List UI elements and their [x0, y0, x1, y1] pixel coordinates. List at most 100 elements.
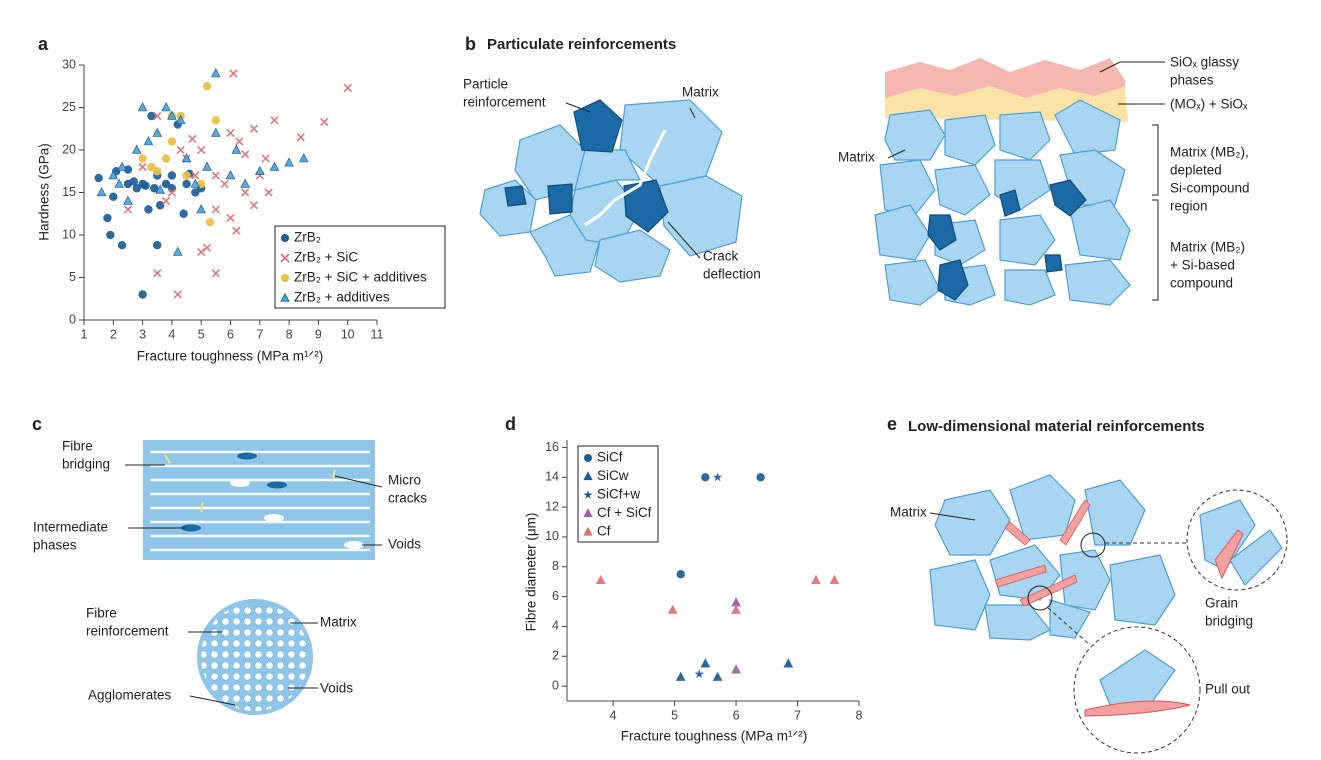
- point: [123, 195, 133, 205]
- callout: reinforcement: [463, 95, 546, 110]
- point: [123, 205, 133, 214]
- oxidation-diagram: [874, 58, 1165, 306]
- point: [284, 157, 294, 167]
- point: [141, 181, 150, 190]
- y-axis-title: Fibre diameter (μm): [524, 513, 539, 632]
- legend-marker: [583, 490, 593, 499]
- panel-label: a: [38, 34, 49, 54]
- point: [176, 145, 185, 155]
- callout: Intermediate: [33, 520, 108, 535]
- callout: bridging: [62, 457, 110, 472]
- point: [161, 179, 171, 189]
- y-tick-label: 25: [62, 100, 76, 114]
- point: [153, 241, 162, 250]
- point: [137, 102, 148, 112]
- point: [143, 136, 154, 146]
- y-tick-label: 12: [545, 499, 559, 513]
- x-tick-label: 7: [794, 708, 801, 722]
- x-tick-label: 6: [227, 327, 234, 341]
- legend-label: ZrB₂ + additives: [294, 290, 390, 305]
- point: [191, 171, 200, 180]
- callout: phases: [33, 538, 77, 553]
- point: [210, 68, 221, 78]
- callout: depleted: [1170, 163, 1222, 178]
- point: [150, 184, 159, 193]
- callout: compound: [1170, 276, 1233, 291]
- point: [109, 192, 118, 201]
- point: [106, 230, 115, 240]
- callout: (MOₓ) + SiOₓ: [1170, 97, 1248, 112]
- y-axis-title: Hardness (GPa): [37, 143, 52, 241]
- point: [829, 574, 840, 584]
- point: [182, 171, 191, 180]
- y-tick-label: 0: [69, 312, 76, 326]
- point: [114, 178, 125, 188]
- point: [694, 669, 704, 679]
- callout: Crack: [703, 249, 739, 264]
- point: [138, 162, 147, 172]
- point: [197, 247, 206, 257]
- point: [167, 137, 177, 146]
- y-tick-label: 10: [62, 227, 76, 241]
- point: [190, 178, 201, 188]
- callout: Matrix: [890, 505, 927, 520]
- callout: + Si-based: [1170, 258, 1235, 273]
- point: [94, 173, 103, 183]
- y-tick-label: 30: [62, 57, 76, 71]
- point: [225, 170, 236, 180]
- point: [144, 205, 153, 214]
- point: [226, 213, 235, 223]
- point: [117, 241, 127, 250]
- point: [153, 269, 162, 278]
- point: [296, 133, 305, 142]
- point: [167, 184, 177, 193]
- point: [129, 177, 139, 186]
- point: [167, 171, 177, 180]
- point: [117, 161, 127, 171]
- point: [667, 604, 678, 614]
- x-tick-label: 8: [856, 708, 863, 722]
- point: [211, 269, 221, 278]
- y-tick-label: 10: [545, 529, 559, 543]
- panel-label: e: [887, 414, 897, 434]
- point: [167, 110, 177, 120]
- point: [232, 226, 241, 235]
- point: [202, 82, 212, 91]
- y-tick-label: 5: [69, 270, 76, 284]
- legend-marker: [584, 454, 592, 462]
- callout: Voids: [388, 537, 421, 552]
- point: [211, 116, 221, 125]
- legend-label: ZrB₂ + SiC + additives: [294, 270, 427, 285]
- callout: Matrix: [838, 150, 875, 165]
- point: [676, 570, 685, 579]
- callout: reinforcement: [86, 624, 169, 639]
- point: [240, 178, 251, 188]
- point: [261, 154, 270, 163]
- point: [269, 161, 280, 171]
- x-tick-label: 2: [110, 327, 117, 341]
- x-tick-label: 8: [286, 327, 293, 341]
- x-tick-label: 7: [256, 327, 263, 341]
- point: [173, 290, 182, 299]
- x-tick-label: 1: [81, 327, 88, 341]
- callout: Grain: [1205, 596, 1238, 611]
- x-tick-label: 5: [671, 708, 678, 722]
- point: [161, 154, 171, 163]
- point: [249, 201, 259, 210]
- legend-label: SiCw: [597, 468, 629, 483]
- legend-label: Cf: [597, 524, 611, 539]
- point: [191, 188, 200, 197]
- y-tick-label: 6: [552, 589, 559, 603]
- point: [167, 188, 177, 197]
- point: [235, 137, 244, 146]
- legend-marker: [280, 292, 290, 302]
- callout: Matrix (MB₂),: [1170, 145, 1249, 160]
- point: [240, 188, 250, 197]
- point: [231, 144, 242, 154]
- callout: Matrix: [682, 85, 719, 100]
- point: [783, 658, 794, 668]
- point: [108, 170, 119, 180]
- point: [240, 150, 250, 159]
- legend-marker: [583, 526, 593, 536]
